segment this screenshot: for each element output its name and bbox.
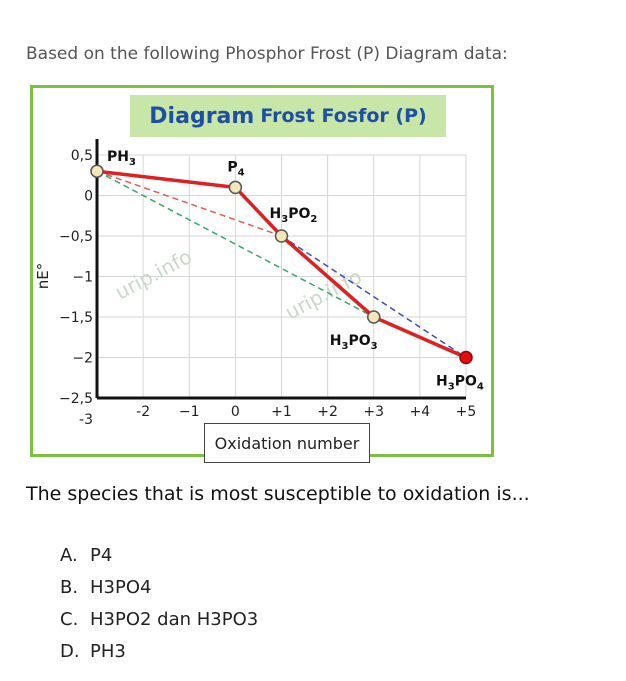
option-text: H3PO2 dan H3PO3	[90, 609, 259, 630]
x-tick-label: +5	[456, 404, 477, 420]
data-point	[367, 310, 381, 324]
option-a[interactable]: A. P4	[60, 540, 258, 572]
data-point	[274, 229, 289, 243]
option-b[interactable]: B. H3PO4	[60, 572, 258, 604]
x-tick-label: +2	[317, 404, 338, 420]
dashed-connector-line	[281, 235, 467, 359]
chart-title-sub: Frost Fosfor (P)	[260, 105, 427, 127]
dashed-connector-line	[96, 170, 375, 318]
option-c[interactable]: C. H3PO2 dan H3PO3	[60, 604, 258, 636]
y-tick-label: −1	[72, 270, 93, 286]
option-letter: A.	[60, 545, 78, 566]
y-tick-label: −0,5	[59, 229, 93, 245]
data-point	[459, 350, 473, 365]
chart-title: Diagram Frost Fosfor (P)	[130, 95, 446, 137]
question-text: The species that is most susceptible to …	[26, 483, 530, 505]
data-point	[90, 164, 104, 178]
option-text: P4	[90, 545, 113, 566]
option-letter: C.	[60, 609, 79, 630]
data-point	[228, 180, 243, 195]
point-label: H3PO2	[270, 206, 318, 225]
chart-title-main: Diagram	[149, 103, 255, 129]
y-tick-label: -3	[79, 412, 93, 428]
y-axis-label: nE°	[34, 263, 52, 289]
x-tick-label: +3	[363, 404, 384, 420]
option-d[interactable]: D. PH3	[60, 636, 258, 668]
y-tick-label: −1,5	[59, 310, 93, 326]
watermark-text: urip.info	[111, 244, 196, 304]
x-tick-label: +1	[271, 404, 292, 420]
x-tick-label: -2	[136, 404, 150, 420]
point-label: PH3	[107, 149, 136, 168]
option-text: H3PO4	[90, 577, 152, 598]
x-tick-label: −1	[179, 404, 200, 420]
dashed-connector-line	[96, 170, 282, 237]
x-tick-label: 0	[231, 404, 240, 420]
y-tick-label: −2	[72, 351, 93, 367]
chart-frame	[30, 85, 494, 457]
x-tick-label: +4	[410, 404, 431, 420]
y-tick-label: −2,5	[59, 391, 93, 407]
intro-text: Based on the following Phosphor Frost (P…	[26, 44, 508, 64]
y-tick-label: 0,5	[71, 148, 93, 164]
option-text: PH3	[90, 641, 126, 662]
point-label: P4	[227, 159, 244, 178]
x-axis-label: Oxidation number	[204, 423, 370, 463]
option-letter: B.	[60, 577, 79, 598]
option-letter: D.	[60, 641, 80, 662]
point-label: H3PO4	[436, 374, 484, 393]
point-label: H3PO3	[330, 333, 378, 352]
answer-options: A. P4 B. H3PO4 C. H3PO2 dan H3PO3 D. PH3	[60, 540, 258, 668]
y-tick-label: 0	[84, 189, 93, 205]
